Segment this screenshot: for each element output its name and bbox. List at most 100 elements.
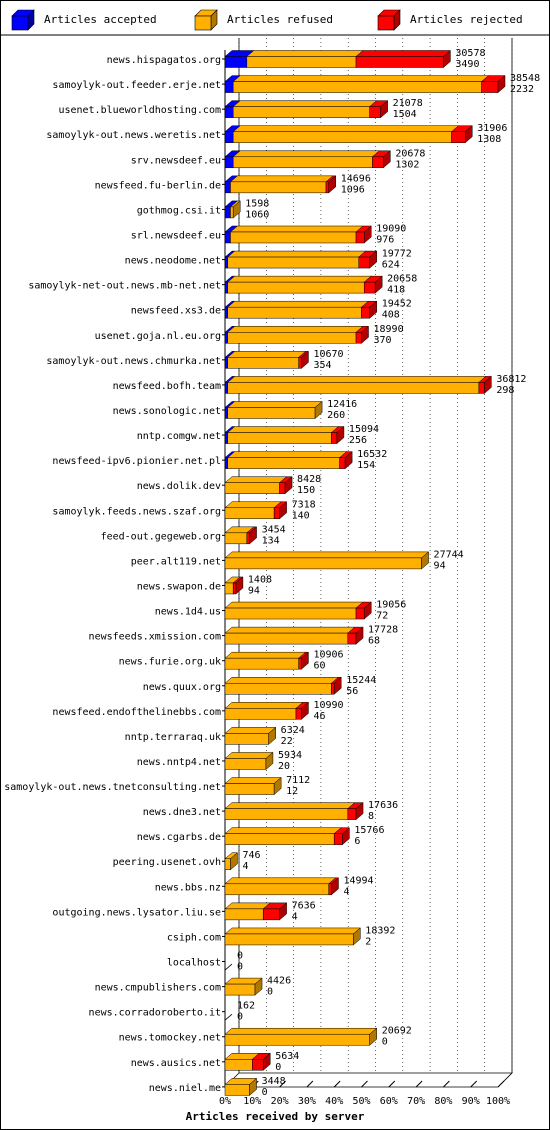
bar-23-1	[224, 632, 349, 645]
bar-side-10-2	[369, 300, 377, 319]
value-secondary-10: 408	[382, 310, 400, 321]
bar-side-20-1	[421, 551, 429, 570]
server-label-26: newsfeed.endofthelinebbs.com	[52, 707, 221, 718]
bar-top-15-1	[227, 426, 340, 433]
value-secondary-13: 298	[496, 385, 514, 396]
server-label-24: news.furie.org.uk	[119, 657, 221, 668]
bar-top-0-1	[246, 50, 364, 57]
value-secondary-29: 12	[286, 786, 298, 797]
bar-16-1	[227, 457, 340, 469]
server-label-14: news.sonologic.net	[113, 406, 221, 417]
server-label-9: samoylyk-net-out.news.mb-net.net	[28, 281, 221, 292]
bar-19-2	[246, 532, 250, 545]
value-total-24: 10906	[313, 650, 343, 661]
value-secondary-9: 418	[387, 285, 405, 296]
value-total-1: 38548	[510, 73, 540, 84]
value-secondary-30: 8	[368, 811, 374, 822]
value-secondary-1: 2232	[510, 84, 534, 95]
value-total-15: 15094	[349, 424, 379, 435]
bar-side-30-2	[355, 802, 364, 821]
value-total-3: 31906	[477, 123, 507, 134]
value-secondary-22: 72	[376, 611, 388, 622]
value-total-19: 3454	[262, 524, 286, 535]
value-secondary-15: 256	[349, 435, 367, 446]
x-tick-label-5: 50%	[352, 1096, 370, 1107]
bar-3-1	[232, 131, 452, 143]
bar-top-11-1	[227, 326, 364, 333]
bar-22-2	[355, 607, 365, 620]
server-label-13: newsfeed.bofh.team	[113, 381, 221, 392]
bar-14-1	[227, 407, 316, 419]
bar-side-35-1	[353, 927, 361, 946]
value-total-10: 19452	[382, 299, 412, 310]
server-label-2: usenet.blueworldhosting.com	[58, 105, 221, 116]
bar-4-2	[372, 156, 384, 169]
bar-21-1	[224, 582, 234, 595]
bar-37-1	[224, 983, 256, 996]
bar-top-27-1	[224, 727, 277, 734]
bar-top-9-1	[227, 275, 372, 283]
value-secondary-31: 6	[354, 836, 360, 847]
value-secondary-11: 370	[374, 335, 392, 346]
bar-top-2-1	[232, 100, 378, 107]
bar-top-8-1	[227, 250, 367, 258]
x-tick-label-3: 30%	[298, 1096, 316, 1107]
server-label-16: newsfeed-ipv6.pionier.net.pl	[52, 456, 221, 467]
server-label-29: samoylyk-out.news.tnetconsulting.net	[4, 782, 221, 793]
bar-top-25-1	[224, 677, 340, 684]
value-secondary-36: 0	[237, 962, 243, 973]
bar-top-34-1	[224, 902, 271, 910]
legend-label-2: Articles rejected	[410, 13, 523, 26]
value-total-14: 12416	[327, 399, 357, 410]
bar-13-0	[224, 382, 228, 394]
bar-side-4-2	[383, 150, 391, 169]
value-secondary-32: 4	[242, 861, 248, 872]
value-secondary-24: 60	[313, 661, 325, 672]
x-tick-5	[361, 1080, 368, 1088]
x-tick-9	[470, 1080, 478, 1088]
bar-8-1	[227, 256, 360, 269]
x-tick-label-4: 40%	[325, 1096, 343, 1107]
value-total-4: 20678	[395, 148, 425, 159]
bar-39-1	[224, 1033, 370, 1046]
bar-21-2	[232, 582, 237, 595]
bar-31-2	[333, 833, 343, 845]
value-total-0: 30578	[455, 48, 485, 59]
value-total-29: 7112	[286, 775, 310, 786]
bar-27-1	[224, 733, 269, 745]
bar-top-14-1	[227, 401, 323, 408]
value-total-18: 7318	[292, 499, 316, 510]
bar-side-14-1	[314, 400, 323, 420]
bar-top-1-1	[232, 75, 490, 82]
value-secondary-41: 0	[262, 1087, 268, 1098]
server-label-36: localhost	[167, 958, 221, 969]
value-secondary-19: 134	[262, 535, 280, 546]
bar-empty-36	[224, 963, 233, 971]
bar-19-1	[224, 532, 248, 545]
bar-17-1	[224, 482, 280, 494]
bar-top-31-1	[224, 827, 342, 834]
x-tick-4	[333, 1080, 341, 1088]
value-total-8: 19772	[382, 249, 412, 260]
bar-side-23-2	[355, 626, 364, 645]
x-tick-label-9: 90%	[462, 1096, 480, 1107]
bar-9-1	[227, 281, 365, 294]
bar-side-5-2	[328, 175, 336, 194]
bar-16-0	[224, 457, 228, 469]
x-tick-label-0: 0%	[219, 1096, 231, 1107]
x-tick-label-10: 100%	[486, 1096, 510, 1107]
bar-top-7-1	[229, 225, 364, 233]
server-label-40: news.ausics.net	[131, 1058, 221, 1069]
bar-17-2	[279, 482, 286, 494]
bar-12-2	[298, 357, 302, 369]
bar-6-0	[224, 206, 231, 219]
bar-top-17-1	[224, 476, 288, 483]
bar-top-13-1	[227, 376, 487, 383]
bar-side-27-1	[268, 726, 276, 745]
value-secondary-39: 0	[382, 1037, 388, 1048]
bar-side-34-2	[279, 902, 287, 921]
bar-10-2	[361, 306, 370, 319]
server-label-11: usenet.goja.nl.eu.org	[95, 331, 221, 342]
bar-side-3-2	[464, 125, 473, 144]
bar-top-29-1	[224, 777, 282, 784]
